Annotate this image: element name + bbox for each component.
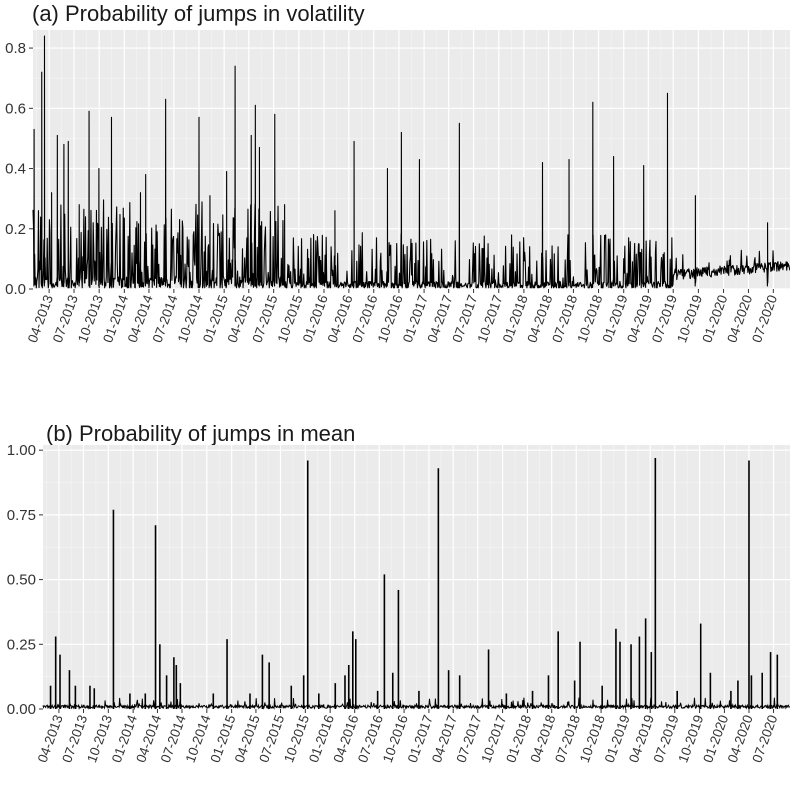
- panel-a-x-axis: 04-201307-201310-201301-201404-201407-20…: [25, 289, 780, 345]
- panel-b-y-axis: 0.00 0.25 0.50 0.75 1.00: [7, 442, 43, 718]
- panel-a-y-axis: 0.0 0.2 0.4 0.6 0.8: [5, 40, 33, 298]
- mean-jump-baseline: [42, 697, 790, 711]
- panel-b-y-tick-label: 0.75: [7, 507, 36, 524]
- panel-b-title: (b) Probability of jumps in mean: [46, 421, 355, 446]
- volatility-jump-series-line: [32, 35, 790, 289]
- panel-b-y-tick-label: 0.00: [7, 701, 36, 718]
- panel-a-y-tick-label: 0.8: [5, 40, 26, 57]
- panel-a-y-tick-label: 0.4: [5, 161, 26, 178]
- mean-jump-spikes: [42, 457, 790, 711]
- panel-b-x-axis: 04-201307-201310-201301-201404-201407-20…: [35, 709, 780, 765]
- panel-b-grid: [43, 445, 790, 710]
- panel-a-y-tick-label: 0.2: [5, 221, 26, 238]
- panel-a-y-tick-label: 0.6: [5, 100, 26, 117]
- panel-a-title: (a) Probability of jumps in volatility: [32, 1, 365, 26]
- panel-b-y-tick-label: 1.00: [7, 442, 36, 459]
- panel-b-y-tick-label: 0.25: [7, 636, 36, 653]
- panel-a-y-tick-label: 0.0: [5, 281, 26, 298]
- panel-b-y-tick-label: 0.50: [7, 572, 36, 589]
- panel-volatility: (a) Probability of jumps in volatility 0…: [5, 1, 790, 345]
- panel-mean: (b) Probability of jumps in mean 0.00 0.2…: [7, 421, 790, 765]
